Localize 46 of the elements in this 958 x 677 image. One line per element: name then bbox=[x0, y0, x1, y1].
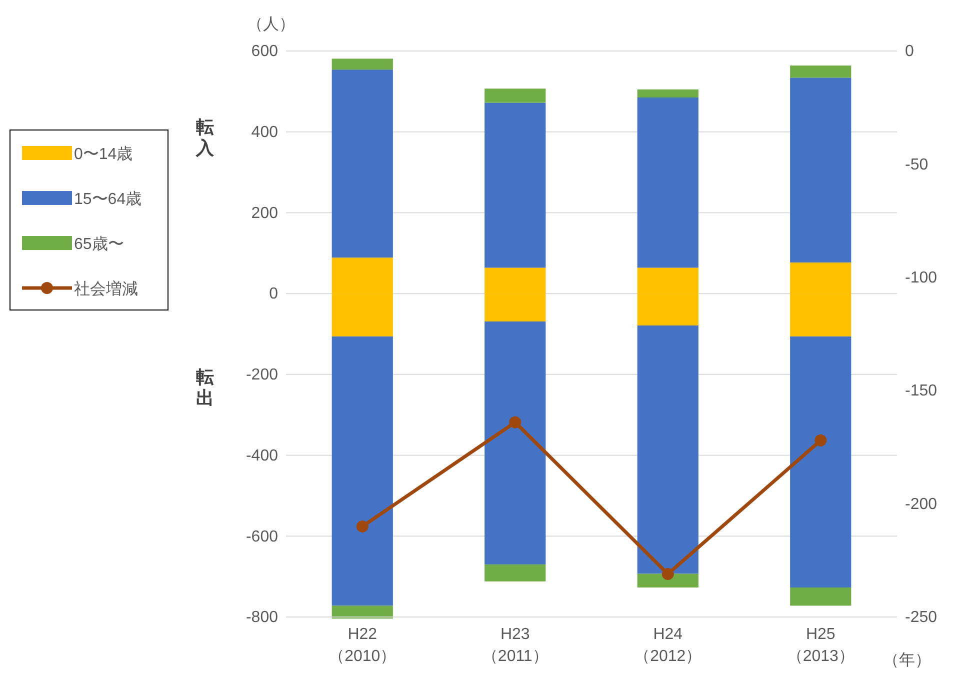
y-tick-label: 600 bbox=[251, 43, 278, 60]
y-tick-label: -800 bbox=[246, 609, 278, 626]
y2-tick-label: -100 bbox=[905, 270, 938, 287]
y2-tick-label: -200 bbox=[905, 496, 938, 513]
x-tick-label: H23 （2011） bbox=[482, 626, 548, 665]
y2-tick-label: -150 bbox=[905, 382, 938, 400]
y2-tick-label: -50 bbox=[905, 156, 928, 174]
text: 転入 bbox=[195, 117, 215, 158]
y-axis-title: （人） bbox=[247, 16, 295, 33]
x-axis-title: （年） bbox=[883, 652, 931, 669]
bar bbox=[332, 70, 393, 258]
legend-label: 社会増減 bbox=[74, 280, 138, 298]
x-tick-label: H25 （2013） bbox=[786, 626, 854, 665]
bar bbox=[637, 574, 698, 588]
point bbox=[814, 434, 827, 446]
bar bbox=[790, 336, 852, 588]
legend-label: 15〜64歳 bbox=[74, 190, 142, 208]
y-tick-label: 400 bbox=[251, 124, 278, 141]
y-tick-label: 200 bbox=[251, 204, 278, 222]
bar bbox=[484, 102, 546, 268]
point bbox=[509, 416, 522, 428]
y-tick-label: 0 bbox=[269, 286, 278, 303]
bar bbox=[332, 336, 393, 606]
bar bbox=[637, 89, 698, 98]
point bbox=[662, 568, 674, 580]
bar bbox=[637, 97, 698, 268]
bar bbox=[484, 88, 546, 103]
point bbox=[356, 520, 368, 532]
y-tick-label: -600 bbox=[246, 528, 278, 546]
bar bbox=[790, 66, 852, 78]
legend-label: 0〜14歳 bbox=[74, 145, 133, 163]
y-tick-label: -400 bbox=[246, 447, 278, 464]
legend-label: 65歳〜 bbox=[74, 235, 124, 253]
y2-tick-label: -250 bbox=[905, 609, 938, 626]
bar bbox=[790, 587, 852, 606]
bar bbox=[790, 78, 852, 262]
text: 転出 bbox=[196, 367, 214, 408]
bar bbox=[332, 606, 393, 619]
y2-tick-label: 0 bbox=[905, 43, 914, 60]
y-tick-label: -200 bbox=[246, 366, 278, 384]
x-tick-label: H24 （2012） bbox=[634, 626, 702, 665]
bar bbox=[637, 326, 698, 574]
bar bbox=[484, 564, 546, 582]
bar bbox=[332, 58, 393, 70]
bar bbox=[484, 321, 546, 564]
x-tick-label: H22 （2010） bbox=[328, 626, 396, 665]
